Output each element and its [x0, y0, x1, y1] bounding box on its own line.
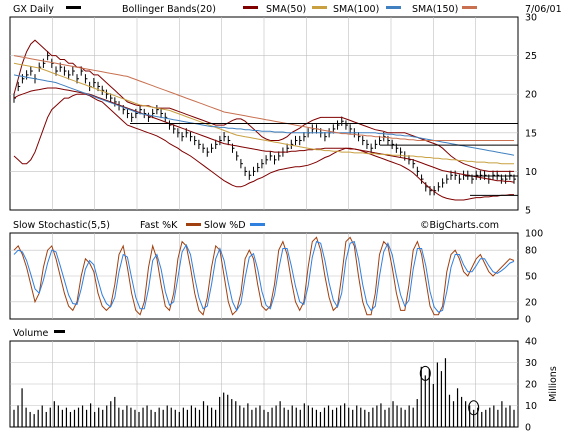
volume-title: Volume — [13, 328, 48, 339]
y-tick-label: 30 — [525, 13, 537, 24]
y-tick-label: 30 — [525, 358, 537, 369]
sma50-label: SMA(50) — [266, 4, 306, 15]
series-line-sma200 — [13, 55, 514, 141]
y-tick-label: 15 — [525, 128, 537, 139]
ticker-label: GX Daily — [13, 4, 54, 15]
y-tick-label: 0 — [525, 315, 531, 326]
chart-date: 7/06/01 — [525, 4, 562, 15]
bollinger-label: Bollinger Bands(20) — [122, 4, 216, 15]
price-series-group — [13, 39, 516, 201]
price-support-lines — [130, 123, 518, 196]
volume-unit-label: Millions — [548, 366, 559, 402]
y-tick-label: 5 — [525, 206, 531, 217]
stoch-fast-swatch — [186, 223, 201, 226]
y-tick-label: 20 — [525, 90, 537, 101]
volume-circle-marker — [419, 365, 431, 381]
y-tick-label: 25 — [525, 51, 537, 62]
sma150-legend-swatch — [462, 6, 477, 9]
stoch-slow-swatch — [250, 223, 265, 226]
price-gridlines — [10, 17, 518, 210]
volume-panel: Volume 0 10 20 30 40 Millions — [9, 328, 559, 434]
watermark: ©BigCharts.com — [420, 220, 499, 231]
volume-circle-marker — [468, 400, 480, 416]
volume-y-ticks: 0 10 20 30 40 — [525, 337, 537, 434]
stoch-line-stoch_slow — [13, 240, 515, 313]
y-tick-label: 40 — [525, 337, 537, 348]
y-tick-label: 100 — [525, 229, 543, 240]
y-tick-label: 20 — [525, 297, 537, 308]
stoch-line-stoch_fast — [13, 236, 515, 316]
y-tick-label: 80 — [525, 246, 537, 257]
stoch-gridlines — [10, 233, 518, 319]
stoch-title: Slow Stochastic(5,5) — [13, 220, 110, 231]
stochastic-panel: Slow Stochastic(5,5) Fast %K Slow %D ©Bi… — [9, 220, 543, 326]
y-tick-label: 50 — [525, 272, 537, 283]
y-tick-label: 10 — [525, 167, 537, 178]
sma50-legend-swatch — [312, 6, 327, 9]
stoch-fast-label: Fast %K — [140, 220, 178, 231]
volume-legend-swatch — [54, 330, 65, 333]
price-panel: 5 10 15 20 25 30 — [9, 13, 537, 217]
bollinger-legend-swatch — [243, 6, 258, 9]
y-tick-label: 10 — [525, 401, 537, 412]
sma150-label: SMA(150) — [412, 4, 458, 15]
series-line-sma50 — [13, 87, 515, 183]
price-y-ticks: 5 10 15 20 25 30 — [525, 13, 537, 217]
stoch-y-ticks: 0 20 50 80 100 — [525, 229, 543, 326]
ticker-legend-swatch — [66, 6, 81, 9]
stoch-slow-label: Slow %D — [204, 220, 246, 231]
sma100-legend-swatch — [386, 6, 401, 9]
y-tick-label: 20 — [525, 380, 537, 391]
series-line-bollinger — [13, 39, 514, 172]
stoch-series-group — [13, 236, 515, 316]
volume-bars-group — [13, 358, 515, 427]
series-line-sma150 — [13, 74, 515, 156]
sma100-label: SMA(100) — [333, 4, 379, 15]
series-line-sma100 — [13, 62, 514, 165]
volume-circle-markers — [419, 365, 480, 416]
y-tick-label: 0 — [525, 423, 531, 434]
series-line-bollinger — [13, 93, 514, 201]
price-header: GX Daily Bollinger Bands(20) SMA(50) SMA… — [13, 4, 562, 15]
